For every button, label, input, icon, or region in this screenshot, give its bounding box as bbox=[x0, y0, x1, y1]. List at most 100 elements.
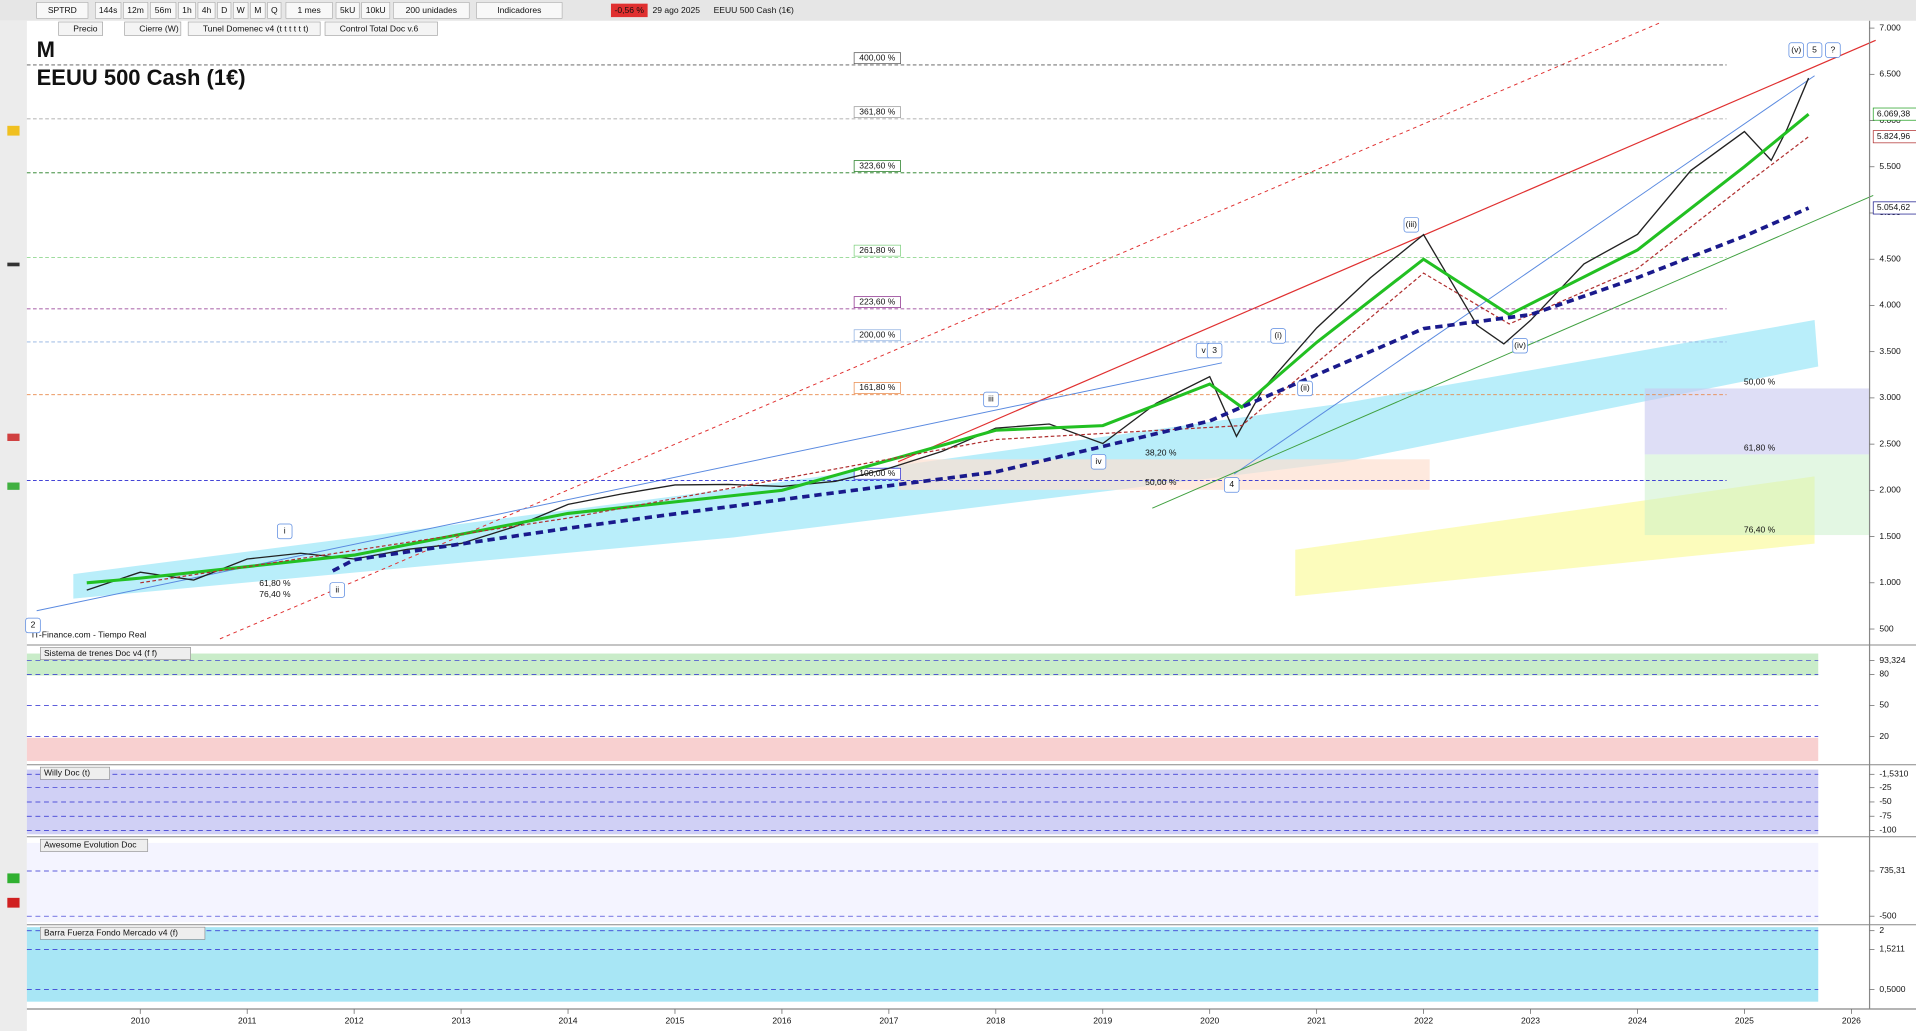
y-tick-label: 1.000 bbox=[1879, 577, 1901, 587]
legend-label[interactable]: Precio bbox=[73, 24, 97, 34]
fib-zone bbox=[1644, 388, 1870, 455]
fib-box bbox=[853, 382, 901, 394]
toolbar-button[interactable] bbox=[250, 2, 266, 19]
price-label-box bbox=[1872, 107, 1916, 121]
panel-title-box bbox=[40, 926, 206, 940]
legend-item[interactable] bbox=[187, 21, 321, 36]
y-tick-label: 4.500 bbox=[1879, 253, 1901, 263]
wave-box bbox=[1270, 328, 1286, 344]
wave-label: iv bbox=[1095, 456, 1102, 466]
legend-label[interactable]: Tunel Domenec v4 (t t t t t t) bbox=[203, 24, 309, 34]
wave-label: (iii) bbox=[1406, 219, 1418, 229]
toolbar-label[interactable]: 144s bbox=[99, 5, 118, 15]
wave-box bbox=[1090, 454, 1107, 470]
legend-item[interactable] bbox=[324, 21, 438, 36]
panel-title: Willy Doc (t) bbox=[44, 768, 90, 778]
fib-label: 323,60 % bbox=[859, 160, 896, 170]
panel-tick-label: -50 bbox=[1879, 796, 1892, 806]
fib-label: 161,80 % bbox=[859, 382, 896, 392]
wave-box bbox=[1206, 342, 1223, 359]
wave-label: ii bbox=[335, 584, 339, 594]
fib-label: 200,00 % bbox=[859, 330, 896, 340]
left-icons bbox=[7, 125, 20, 908]
toolbar-button[interactable] bbox=[36, 2, 89, 19]
legend-item[interactable] bbox=[58, 21, 103, 36]
legend-item[interactable] bbox=[124, 21, 182, 36]
toolbar-label[interactable]: 1 mes bbox=[298, 5, 321, 15]
x-tick-label: 2026 bbox=[1842, 1015, 1861, 1025]
tool-icon[interactable] bbox=[7, 482, 20, 490]
toolbar-button[interactable] bbox=[267, 2, 282, 19]
x-tick-label: 2024 bbox=[1628, 1015, 1647, 1025]
toolbar-label[interactable]: M bbox=[254, 5, 261, 15]
panel-tick-label: 20 bbox=[1879, 731, 1889, 741]
toolbar-label[interactable]: SPTRD bbox=[48, 5, 77, 15]
x-tick-label: 2023 bbox=[1521, 1015, 1540, 1025]
toolbar-label[interactable]: 10kU bbox=[366, 5, 386, 15]
fib-label: 400,00 % bbox=[859, 52, 896, 62]
wave-label: (i) bbox=[1274, 330, 1282, 340]
toolbar-label[interactable]: Q bbox=[271, 5, 278, 15]
tool-icon[interactable] bbox=[7, 262, 20, 267]
toolbar-label[interactable]: D bbox=[221, 5, 227, 15]
wave-label: (ii) bbox=[1300, 383, 1310, 393]
wave-box bbox=[1825, 42, 1841, 58]
wave-box bbox=[1512, 338, 1528, 354]
toolbar-button[interactable] bbox=[95, 2, 122, 19]
toolbar-button[interactable] bbox=[149, 2, 177, 19]
toolbar-button[interactable] bbox=[123, 2, 149, 19]
toolbar-button[interactable] bbox=[285, 2, 333, 19]
tool-icon[interactable] bbox=[7, 125, 20, 136]
price-series bbox=[86, 113, 1810, 585]
panel-tick-label: -100 bbox=[1879, 825, 1896, 835]
toolbar-button[interactable] bbox=[178, 2, 196, 19]
y-tick-label: 3.500 bbox=[1879, 346, 1901, 356]
y-tick-label: 6.500 bbox=[1879, 69, 1901, 79]
wave-box bbox=[277, 523, 293, 540]
tool-icon[interactable] bbox=[7, 897, 20, 908]
toolbar-label[interactable]: W bbox=[237, 5, 246, 15]
fib-box bbox=[853, 467, 901, 480]
toolbar-label[interactable]: 200 unidades bbox=[406, 5, 457, 15]
toolbar-label[interactable]: 1h bbox=[182, 5, 192, 15]
panel-tick-label: 1,5211 bbox=[1879, 944, 1905, 954]
left-toolbar bbox=[0, 20, 27, 1031]
x-tick-label: 2018 bbox=[986, 1015, 1005, 1025]
toolbar-label[interactable]: 5kU bbox=[340, 5, 355, 15]
panel-tick-label: 50 bbox=[1879, 700, 1889, 710]
retracement-label: 50,00 % bbox=[1145, 477, 1177, 487]
toolbar-button[interactable] bbox=[197, 2, 216, 19]
legend-label[interactable]: Control Total Doc v.6 bbox=[340, 24, 419, 34]
source: IT-Finance.com - Tiempo Real bbox=[32, 629, 147, 639]
panel-tick-label: 80 bbox=[1879, 669, 1889, 679]
wave-label: iii bbox=[988, 394, 994, 404]
toolbar-button[interactable] bbox=[233, 2, 249, 19]
fib-box bbox=[853, 244, 901, 257]
tool-icon[interactable] bbox=[7, 433, 20, 441]
wave-label: 5 bbox=[1812, 44, 1817, 54]
wave-box bbox=[25, 617, 41, 634]
price-label-box bbox=[1872, 130, 1916, 144]
x-tick-label: 2016 bbox=[772, 1015, 791, 1025]
legend-label[interactable]: Cierre (W) bbox=[139, 24, 179, 34]
toolbar-button[interactable] bbox=[393, 2, 470, 19]
tool-icon[interactable] bbox=[7, 873, 20, 884]
panel-band bbox=[26, 737, 1819, 762]
fib-box bbox=[853, 329, 901, 342]
toolbar-label[interactable]: 12m bbox=[127, 5, 144, 15]
toolbar-button[interactable] bbox=[476, 2, 563, 19]
toolbar-button[interactable] bbox=[361, 2, 391, 19]
toolbar-label[interactable]: Indicadores bbox=[497, 5, 541, 15]
x-tick-label: 2010 bbox=[131, 1015, 150, 1025]
retracement-label: 61,80 % bbox=[259, 578, 291, 588]
price-label: 5.054,62 bbox=[1877, 202, 1911, 212]
toolbar-button[interactable] bbox=[217, 2, 232, 19]
toolbar-button[interactable] bbox=[335, 2, 360, 19]
x-tick-label: 2012 bbox=[345, 1015, 364, 1025]
retracement-label: 38,20 % bbox=[1145, 447, 1177, 457]
panel-title-box bbox=[40, 838, 149, 852]
toolbar-label[interactable]: 4h bbox=[202, 5, 212, 15]
trend-line bbox=[897, 39, 1876, 463]
price-series bbox=[331, 206, 1810, 573]
toolbar-label[interactable]: 56m bbox=[155, 5, 172, 15]
